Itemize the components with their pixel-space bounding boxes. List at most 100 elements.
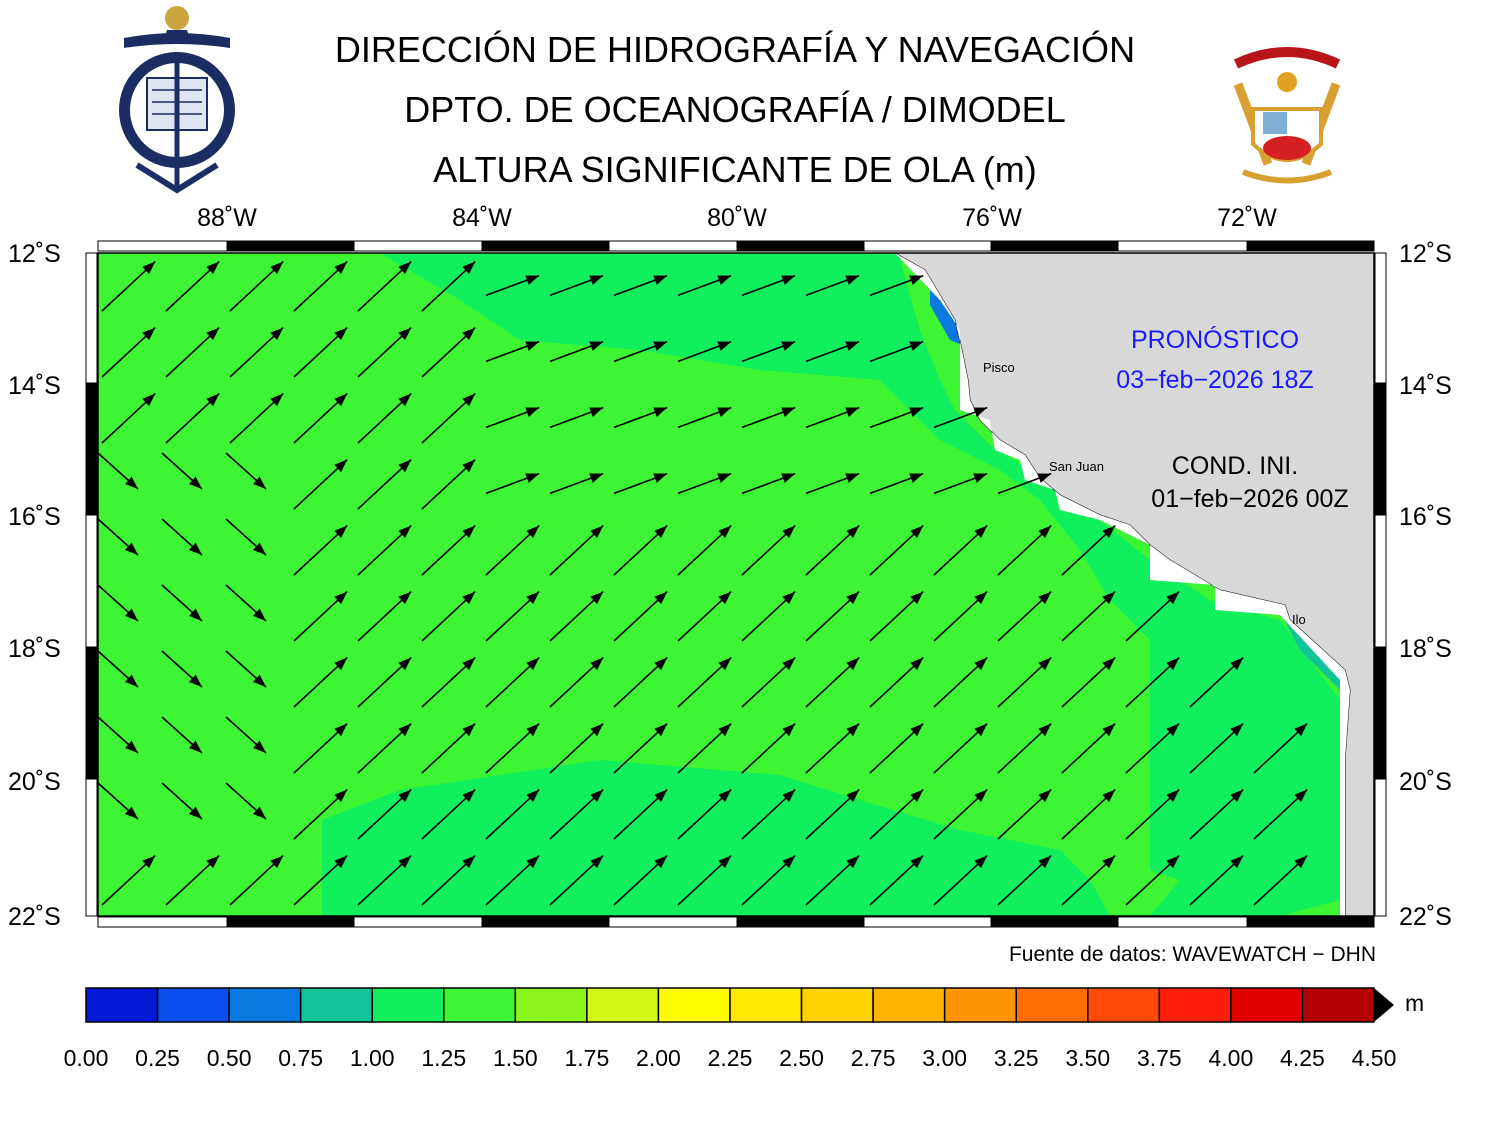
ocean-band-south — [322, 760, 1110, 916]
colorbar-tick-label: 4.50 — [1351, 1045, 1397, 1071]
frame-tick-top — [97, 240, 228, 252]
colorbar-tick-label: 3.75 — [1136, 1045, 1182, 1071]
frame-tick-right — [1374, 252, 1387, 384]
wave-arrow — [1189, 723, 1244, 774]
wave-arrow — [613, 591, 668, 642]
wave-arrow — [997, 789, 1052, 840]
lat-label: 14˚S — [8, 372, 61, 400]
wave-arrow — [421, 261, 476, 312]
frame-tick-top — [863, 240, 992, 252]
wave-arrow — [293, 723, 348, 774]
wave-arrow — [421, 327, 476, 378]
forecast-datetime: 03−feb−2026 18Z — [1116, 366, 1314, 394]
colorbar-tick-label: 0.00 — [63, 1045, 109, 1071]
wave-arrow — [293, 327, 348, 378]
wave-arrow — [293, 657, 348, 708]
wave-arrow — [549, 274, 604, 297]
frame-tick-bottom — [863, 916, 992, 928]
wave-arrow — [805, 525, 860, 576]
colorbar-tick-label: 3.00 — [922, 1045, 968, 1071]
wave-arrow — [1253, 855, 1308, 906]
colorbar-tick-label: 2.25 — [707, 1045, 753, 1071]
wave-arrow — [421, 855, 476, 906]
city-label-ilo: Ilo — [1292, 612, 1306, 627]
wave-arrow — [549, 723, 604, 774]
wave-arrow — [869, 525, 924, 576]
frame-tick-right — [1374, 646, 1387, 780]
wave-arrow — [741, 657, 796, 708]
colorbar-tick-label: 3.25 — [993, 1045, 1039, 1071]
wave-arrow — [229, 393, 284, 444]
wave-arrow — [97, 650, 139, 688]
colorbar-tick-label: 0.25 — [135, 1045, 180, 1071]
colorbar-tick-label: 0.75 — [278, 1045, 324, 1071]
lat-label: 12˚S — [8, 240, 61, 268]
lon-label: 84˚W — [452, 204, 512, 232]
wave-arrow — [741, 591, 796, 642]
wave-arrow — [741, 525, 796, 576]
wave-arrow — [293, 459, 348, 510]
wave-arrow — [161, 584, 203, 622]
wave-arrow — [613, 789, 668, 840]
wave-arrow — [933, 591, 988, 642]
wave-arrow — [677, 789, 732, 840]
forecast-label: PRONÓSTICO — [1130, 326, 1300, 354]
title-line-3: ALTURA SIGNIFICANTE DE OLA (m) — [433, 149, 1037, 190]
colorbar-tick-label: 2.75 — [850, 1045, 896, 1071]
wave-arrow — [225, 452, 267, 490]
wave-arrow — [161, 650, 203, 688]
wave-arrow — [869, 406, 924, 429]
wave-arrow — [933, 525, 988, 576]
wave-arrow — [741, 274, 796, 297]
wave-arrow — [741, 472, 796, 495]
frame-tick-left — [85, 252, 98, 384]
wave-arrow — [869, 591, 924, 642]
wave-arrow — [613, 406, 668, 429]
wave-arrow — [225, 650, 267, 688]
wave-arrow — [741, 855, 796, 906]
wave-arrow — [225, 716, 267, 754]
wave-arrow — [1061, 657, 1116, 708]
wave-arrow — [97, 584, 139, 622]
wave-arrow — [997, 723, 1052, 774]
frame-tick-bottom — [97, 916, 228, 928]
frame-tick-right — [1374, 514, 1387, 648]
wave-arrow — [613, 525, 668, 576]
wave-arrow — [1125, 591, 1180, 642]
colorbar-tick-label: 1.50 — [492, 1045, 538, 1071]
wave-arrow — [293, 855, 348, 906]
wave-arrow — [357, 459, 412, 510]
wave-arrow — [869, 472, 924, 495]
lat-label: 16˚S — [8, 503, 61, 531]
colorbar-tick-label: 1.25 — [421, 1045, 467, 1071]
ocean-band-0-50 — [930, 290, 962, 345]
wave-arrow — [161, 782, 203, 820]
wave-arrow — [933, 472, 988, 495]
wave-arrow — [225, 518, 267, 556]
init-conditions-datetime: 01−feb−2026 00Z — [1151, 485, 1349, 513]
lat-label: 22˚S — [8, 903, 61, 931]
wave-arrow — [869, 657, 924, 708]
wave-arrow — [933, 657, 988, 708]
wave-arrow — [805, 472, 860, 495]
frame-tick-bottom — [226, 916, 355, 928]
colorbar-tick-label: 3.50 — [1065, 1045, 1111, 1071]
wave-arrow — [421, 789, 476, 840]
ocean-band-coastal — [880, 260, 1340, 916]
wave-arrow — [549, 472, 604, 495]
wave-arrow — [677, 340, 732, 363]
wave-arrow — [97, 452, 139, 490]
colorbar-tick-label: 0.50 — [206, 1045, 252, 1071]
frame-tick-top — [481, 240, 610, 252]
wave-arrow — [805, 789, 860, 840]
wave-arrow — [869, 274, 924, 297]
wave-arrow — [1061, 723, 1116, 774]
wave-arrow — [97, 716, 139, 754]
wave-arrow — [549, 525, 604, 576]
wave-arrow — [293, 789, 348, 840]
wave-arrow — [933, 789, 988, 840]
wave-arrow — [357, 855, 412, 906]
wave-arrow — [165, 393, 220, 444]
wave-arrow — [933, 723, 988, 774]
